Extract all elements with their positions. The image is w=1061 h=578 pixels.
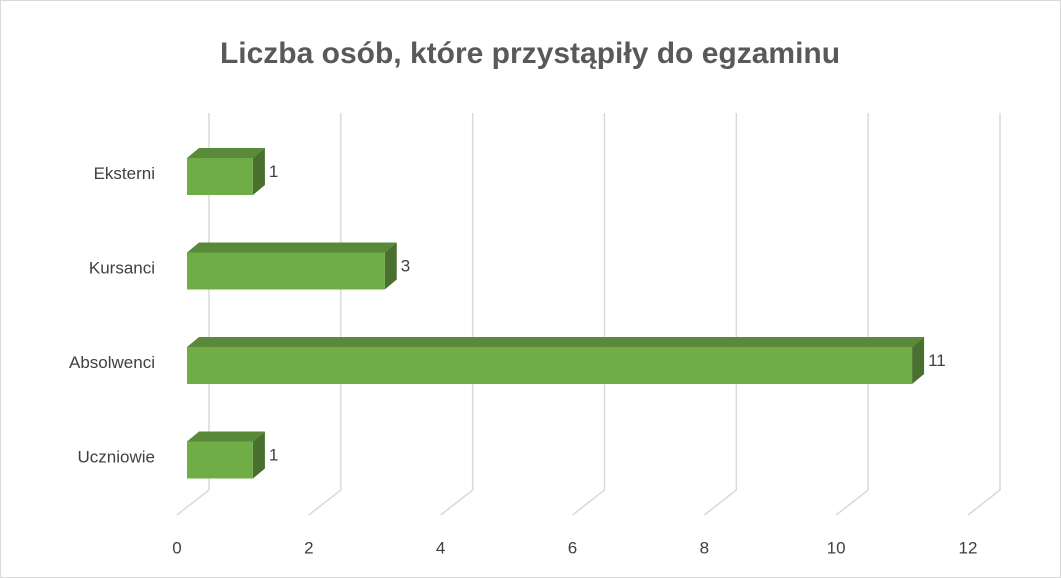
x-tick-label: 2 <box>304 538 313 557</box>
bar <box>187 337 925 384</box>
value-label: 1 <box>269 162 278 181</box>
grid-line <box>176 113 210 516</box>
x-tick-label: 4 <box>436 538 445 557</box>
bar-top <box>187 337 925 347</box>
bar-front <box>187 441 253 479</box>
bar-top <box>187 148 265 158</box>
grid-line <box>308 113 342 516</box>
bar-side <box>912 337 925 384</box>
x-tick-label: 8 <box>700 538 709 557</box>
y-tick-label: Kursanci <box>89 258 155 277</box>
grid-line <box>835 113 869 516</box>
value-label: 1 <box>269 445 278 464</box>
y-tick-label: Uczniowie <box>78 447 155 466</box>
bar-front <box>187 252 385 290</box>
grid-line <box>440 113 474 516</box>
grid-line <box>967 113 1001 516</box>
bar <box>187 242 397 290</box>
bar-side <box>252 431 265 479</box>
bar-top <box>187 242 397 253</box>
bar-front <box>187 158 253 195</box>
chart-title: Liczba osób, które przystąpiły do egzami… <box>220 37 840 70</box>
grid-line <box>703 113 738 516</box>
bar-side <box>384 242 397 290</box>
bar <box>187 431 265 479</box>
x-tick-label: 12 <box>959 538 978 557</box>
bar-top <box>187 431 265 442</box>
y-tick-label: Absolwenci <box>69 353 155 372</box>
value-label: 11 <box>928 351 946 370</box>
x-tick-label: 6 <box>568 538 577 557</box>
y-tick-label: Eksterni <box>94 164 155 183</box>
grid-line <box>572 113 606 516</box>
bar-front <box>187 347 913 384</box>
bar-side <box>252 148 265 195</box>
x-tick-label: 10 <box>827 538 846 557</box>
x-tick-label: 0 <box>172 538 181 557</box>
value-label: 3 <box>401 256 410 275</box>
bar <box>187 148 265 195</box>
